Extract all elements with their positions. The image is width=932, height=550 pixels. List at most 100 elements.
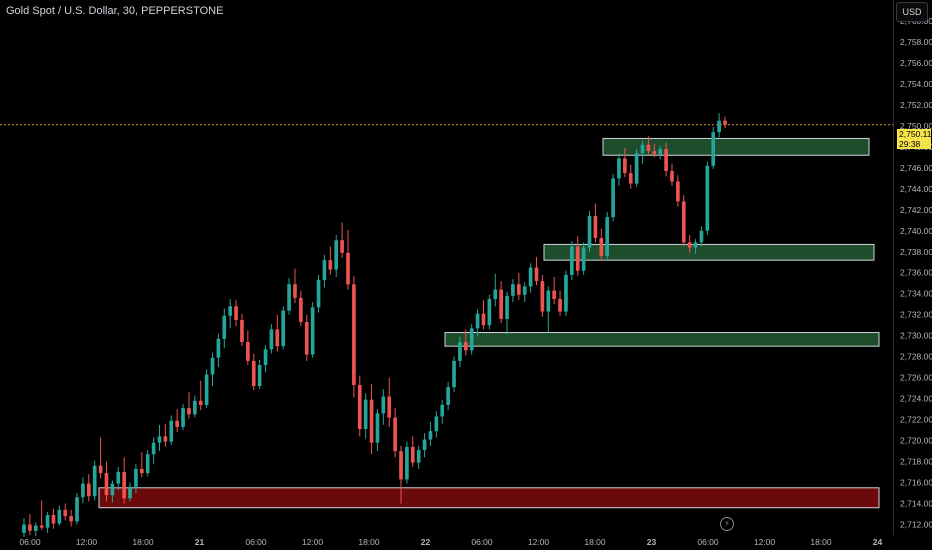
candle-body bbox=[552, 290, 556, 299]
candle-body bbox=[405, 446, 409, 480]
candle-body bbox=[564, 274, 568, 312]
candle-body bbox=[28, 524, 32, 531]
candle-body bbox=[640, 144, 645, 154]
price-tick-label: 2,730.00 bbox=[900, 331, 932, 341]
time-tick-label: 18:00 bbox=[810, 537, 832, 547]
candle-body bbox=[22, 524, 26, 533]
candle-body bbox=[81, 483, 85, 498]
candle-body bbox=[393, 417, 397, 452]
candle-body bbox=[711, 132, 716, 166]
price-tick-label: 2,726.00 bbox=[900, 373, 932, 383]
candle-body bbox=[670, 170, 674, 182]
price-tick-label: 2,756.00 bbox=[900, 58, 932, 68]
candle-body bbox=[693, 242, 698, 248]
candle-body bbox=[169, 420, 174, 442]
candle-body bbox=[658, 148, 663, 155]
candle-body bbox=[717, 120, 721, 133]
candle-body bbox=[352, 284, 356, 385]
candle-body bbox=[399, 451, 403, 480]
candle-body bbox=[587, 216, 592, 248]
candle-body bbox=[116, 472, 121, 484]
time-tick-label: 18:00 bbox=[358, 537, 380, 547]
last-price-value: 2,750.11 bbox=[899, 129, 932, 139]
candle-body bbox=[251, 360, 256, 387]
price-tick-label: 2,752.00 bbox=[900, 100, 932, 110]
time-axis: 06:00 12:00 18:00 21 06:00 12:00 18:00 22 06:00 1… bbox=[19, 537, 882, 547]
price-tick-label: 2,734.00 bbox=[900, 289, 932, 299]
time-tick-label: 12:00 bbox=[302, 537, 324, 547]
time-tick-label: 12:00 bbox=[528, 537, 550, 547]
candle-body bbox=[145, 454, 150, 474]
price-tick-label: 2,714.00 bbox=[900, 499, 932, 509]
candle-body bbox=[681, 201, 686, 243]
candle-body bbox=[110, 483, 115, 496]
candle-body bbox=[163, 436, 168, 442]
candle-body bbox=[316, 280, 321, 308]
zones-layer bbox=[98, 137, 880, 509]
candle-body bbox=[446, 387, 450, 405]
candle-body bbox=[493, 289, 498, 299]
candle-body bbox=[416, 450, 421, 463]
flash-icon[interactable]: ⚡ bbox=[720, 517, 734, 531]
candle-body bbox=[487, 298, 492, 326]
candle-body bbox=[246, 341, 250, 361]
candle-body bbox=[269, 329, 274, 350]
price-tick-label: 2,738.00 bbox=[900, 247, 932, 257]
candle-body bbox=[299, 297, 303, 323]
candle-body bbox=[687, 242, 692, 248]
candle-body bbox=[228, 306, 233, 316]
candle-body bbox=[92, 465, 97, 497]
candle-body bbox=[593, 216, 598, 239]
price-tick-label: 2,736.00 bbox=[900, 268, 932, 278]
candle-body bbox=[157, 436, 162, 443]
price-tick-label: 2,744.00 bbox=[900, 184, 932, 194]
candle-body bbox=[346, 252, 350, 285]
candle-body bbox=[86, 483, 91, 497]
time-tick-label: 24 bbox=[873, 537, 883, 547]
symbol-title[interactable]: Gold Spot / U.S. Dollar, 30, PEPPERSTONE bbox=[6, 5, 224, 17]
candle-body bbox=[281, 310, 286, 347]
candle-body bbox=[63, 509, 68, 517]
candle-body bbox=[304, 322, 309, 355]
price-tick-label: 2,712.00 bbox=[900, 520, 932, 530]
candle-body bbox=[357, 384, 362, 430]
candle-body bbox=[481, 313, 486, 326]
candle-body bbox=[240, 319, 244, 342]
candle-body bbox=[387, 396, 392, 418]
candle-body bbox=[122, 472, 126, 499]
currency-button[interactable]: USD bbox=[896, 2, 928, 22]
candle-body bbox=[198, 400, 203, 405]
candle-body bbox=[652, 151, 657, 155]
candle-body bbox=[723, 120, 727, 125]
candle-body bbox=[546, 290, 551, 312]
candle-body bbox=[581, 247, 586, 271]
candle-body bbox=[705, 165, 710, 231]
time-tick-label: 06:00 bbox=[471, 537, 493, 547]
candle-body bbox=[45, 515, 50, 528]
candle-body bbox=[623, 158, 627, 174]
candle-body bbox=[434, 416, 439, 432]
candle-body bbox=[676, 181, 680, 202]
price-tick-label: 2,722.00 bbox=[900, 415, 932, 425]
time-tick-label: 18:00 bbox=[584, 537, 606, 547]
candle-body bbox=[605, 217, 610, 256]
candle-body bbox=[128, 486, 132, 499]
candle-body bbox=[469, 328, 474, 351]
candle-body bbox=[611, 178, 615, 218]
time-tick-label: 18:00 bbox=[132, 537, 154, 547]
candle-body bbox=[222, 315, 227, 339]
candle-body bbox=[175, 420, 179, 427]
candle-body bbox=[664, 148, 668, 171]
candle-body bbox=[322, 260, 327, 281]
candle-body bbox=[234, 306, 238, 320]
candle-body bbox=[599, 238, 604, 256]
candle-body bbox=[275, 329, 280, 347]
demand-zone bbox=[98, 487, 880, 509]
candle-body bbox=[263, 349, 268, 366]
candle-body bbox=[204, 374, 209, 405]
price-tick-label: 2,716.00 bbox=[900, 478, 932, 488]
candle-body bbox=[540, 281, 545, 312]
candles-layer bbox=[22, 113, 727, 538]
candle-body bbox=[57, 509, 62, 524]
